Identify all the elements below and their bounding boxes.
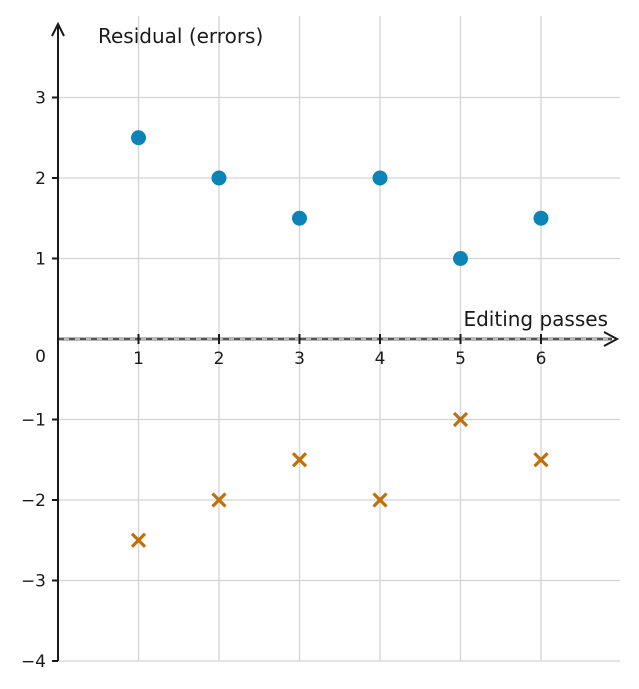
data-point-x-stroke xyxy=(452,411,469,428)
data-point-x-stroke xyxy=(291,452,308,468)
data-point-x xyxy=(130,532,147,548)
data-point-x xyxy=(452,411,469,428)
x-tick-label: 4 xyxy=(375,349,386,369)
x-axis-arrow xyxy=(603,331,620,347)
x-tick-label: 3 xyxy=(294,349,305,369)
data-point-circle xyxy=(131,130,146,146)
y-tick-label: −2 xyxy=(21,491,46,511)
data-point-x xyxy=(372,492,388,508)
x-tick-label: 2 xyxy=(214,349,225,369)
x-axis-title: Editing passes xyxy=(463,307,608,331)
y-tick-label: −1 xyxy=(21,411,46,431)
x-tick-label: 5 xyxy=(455,349,466,369)
axes xyxy=(51,21,620,661)
y-tick-label: 1 xyxy=(35,250,46,270)
data-point-circle xyxy=(453,251,468,266)
data-point-x xyxy=(211,492,227,508)
y-tick-label: −3 xyxy=(21,572,46,592)
data-point-x xyxy=(533,452,549,468)
x-tick-label: 1 xyxy=(133,349,144,369)
y-tick-label: −4 xyxy=(21,652,46,672)
data-point-x-stroke xyxy=(372,492,388,508)
data-point-circle xyxy=(211,170,227,186)
data-point-x-stroke xyxy=(533,452,549,468)
y-tick-label: 3 xyxy=(35,89,46,109)
y-tick-label: 2 xyxy=(35,169,46,189)
data-point-circle xyxy=(292,210,307,226)
ticks: 1 2 3 4 5 6 −4 −3 −2 −1 0 1 2 3 xyxy=(21,89,546,673)
y-axis-title: Residual (errors) xyxy=(98,24,263,48)
x-tick-label: 6 xyxy=(536,349,547,369)
y-tick-label: 0 xyxy=(35,347,46,367)
data-point-x-stroke xyxy=(130,532,147,548)
data-point-circle xyxy=(372,170,388,186)
data-point-x-stroke xyxy=(211,492,227,508)
y-axis-arrow xyxy=(51,21,65,37)
data-point-x xyxy=(291,452,308,468)
marks xyxy=(130,130,549,548)
data-point-circle xyxy=(533,210,549,226)
